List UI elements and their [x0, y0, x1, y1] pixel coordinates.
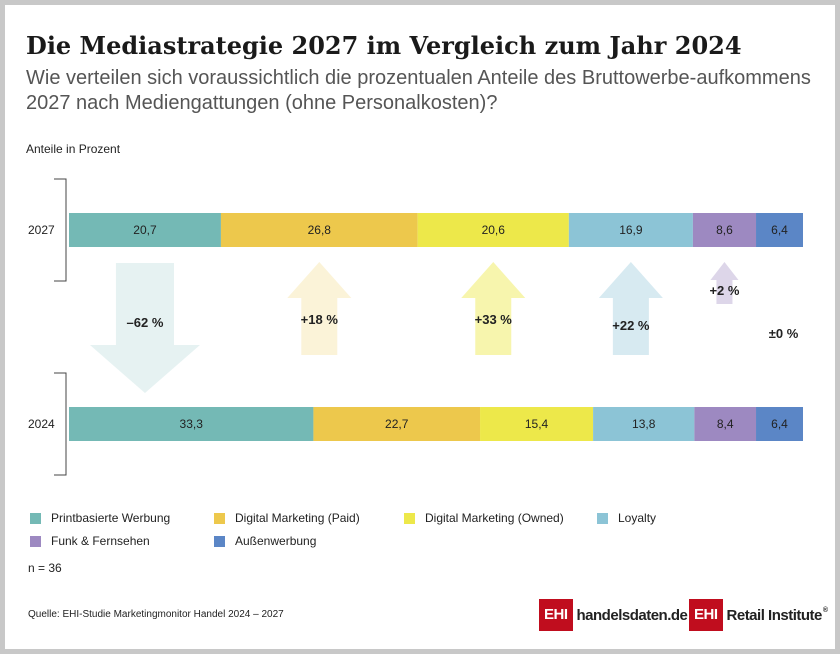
row-bracket-2027 — [54, 178, 67, 282]
change-arrow-3 — [598, 262, 663, 355]
legend-item-1: Digital Marketing (Paid) — [214, 511, 360, 525]
bar-label-2027-2: 20,6 — [482, 223, 506, 237]
bar-label-2024-5: 6,4 — [771, 417, 788, 431]
legend-label-0: Printbasierte Werbung — [51, 511, 171, 525]
bar-segment-2024-4 — [694, 407, 757, 441]
ehi-logo-name: Retail Institute — [726, 606, 823, 624]
bar-segment-2027-1 — [220, 213, 418, 247]
ehi-retail-institute-logo[interactable]: EHI Retail Institute® — [689, 599, 828, 631]
legend-swatch-1 — [214, 512, 225, 524]
legend-swatch-3 — [597, 512, 608, 524]
handelsdaten-logo-box: EHI — [539, 599, 573, 631]
bar-segment-2024-0 — [69, 407, 314, 441]
legend-swatch-5 — [214, 535, 225, 547]
legend-label-2: Digital Marketing (Owned) — [425, 511, 564, 525]
ehi-logo-text: Retail Institute® — [727, 607, 828, 624]
bar-segment-2024-1 — [313, 407, 481, 441]
bar-segment-2027-2 — [417, 213, 569, 247]
bar-label-2027-0: 20,7 — [133, 223, 157, 237]
bar-label-2024-4: 8,4 — [717, 417, 734, 431]
legend-label-1: Digital Marketing (Paid) — [235, 511, 360, 525]
bar-label-2027-3: 16,9 — [619, 223, 643, 237]
bar-label-2024-2: 15,4 — [525, 417, 549, 431]
change-label-3: +22 % — [612, 318, 650, 333]
handelsdaten-logo[interactable]: EHI handelsdaten.de — [539, 599, 688, 631]
legend-item-0: Printbasierte Werbung — [30, 511, 170, 525]
bar-label-2027-4: 8,6 — [716, 223, 733, 237]
change-label-0: –62 % — [127, 315, 164, 330]
ehi-logo-box: EHI — [689, 599, 723, 631]
handelsdaten-logo-text: handelsdaten.de — [576, 606, 688, 624]
row-label-2027: 2027 — [28, 223, 55, 237]
bar-segment-2027-3 — [568, 213, 693, 247]
bar-segment-2024-3 — [593, 407, 695, 441]
legend-label-3: Loyalty — [618, 511, 657, 525]
bar-segment-2024-2 — [480, 407, 594, 441]
legend-item-4: Funk & Fernsehen — [30, 534, 150, 548]
change-label-1: +18 % — [301, 312, 339, 327]
bar-segment-2027-5 — [756, 213, 803, 247]
legend-swatch-2 — [404, 512, 415, 524]
change-label-4: +2 % — [709, 283, 739, 298]
sample-size: n = 36 — [28, 561, 62, 575]
legend-label-5: Außenwerbung — [235, 534, 317, 548]
change-arrow-1 — [287, 262, 352, 355]
row-label-2024: 2024 — [28, 417, 55, 431]
unit-label: Anteile in Prozent — [26, 142, 121, 156]
bar-segment-2027-4 — [692, 213, 757, 247]
legend-swatch-0 — [30, 512, 41, 524]
change-label-5: ±0 % — [769, 326, 799, 341]
legend-label-4: Funk & Fernsehen — [51, 534, 150, 548]
bar-segment-2024-5 — [756, 407, 803, 441]
change-label-2: +33 % — [475, 312, 513, 327]
row-bracket-2024 — [54, 372, 67, 476]
legend-swatch-4 — [30, 535, 41, 547]
change-arrow-4 — [710, 262, 739, 304]
legend-item-5: Außenwerbung — [214, 534, 316, 548]
bar-label-2024-0: 33,3 — [180, 417, 204, 431]
source-note: Quelle: EHI-Studie Marketingmonitor Hand… — [28, 609, 284, 620]
chart-title: Die Mediastrategie 2027 im Vergleich zum… — [26, 31, 742, 60]
legend-item-3: Loyalty — [597, 511, 656, 525]
registered-mark: ® — [822, 606, 828, 614]
bar-label-2024-3: 13,8 — [632, 417, 656, 431]
bar-label-2027-1: 26,8 — [308, 223, 332, 237]
chart-subtitle: Wie verteilen sich voraussichtlich die p… — [26, 67, 811, 114]
bar-label-2024-1: 22,7 — [385, 417, 409, 431]
legend-item-2: Digital Marketing (Owned) — [404, 511, 564, 525]
change-arrow-2 — [461, 262, 526, 355]
bar-segment-2027-0 — [69, 213, 221, 247]
bar-label-2027-5: 6,4 — [771, 223, 788, 237]
change-arrow-0 — [89, 263, 200, 393]
